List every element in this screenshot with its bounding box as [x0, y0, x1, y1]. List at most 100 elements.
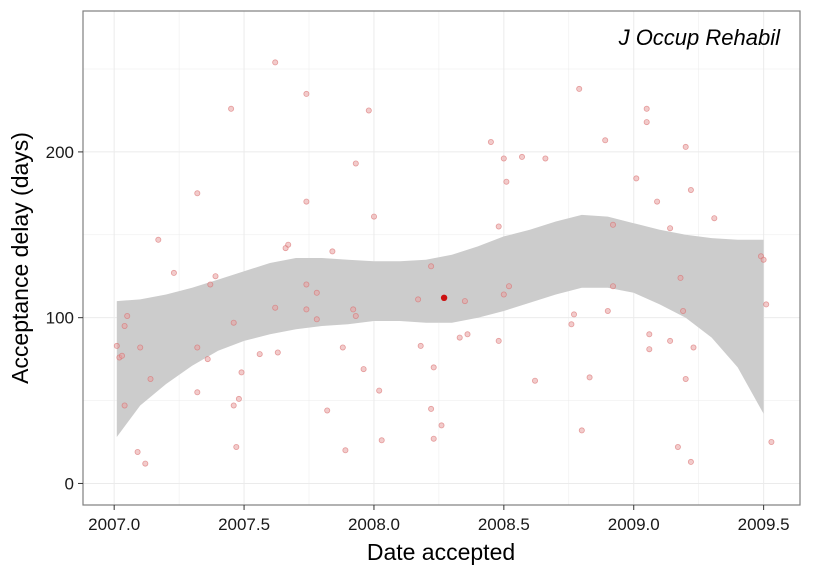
x-tick-label-3: 2008.5: [478, 515, 530, 534]
data-point-72: [586, 374, 593, 381]
data-point-58: [487, 138, 494, 145]
y-tick-label-0: 0: [65, 474, 74, 493]
data-point-88: [682, 143, 689, 150]
data-point-80: [646, 331, 653, 338]
data-point-9: [147, 375, 154, 382]
x-tick-label-1: 2007.5: [218, 515, 270, 534]
data-point-67: [542, 155, 549, 162]
y-axis-title: Acceptance delay (days): [7, 132, 33, 384]
y-axis-ticks: 0 100 200: [46, 143, 83, 493]
data-point-36: [324, 407, 331, 414]
data-point-70: [576, 85, 583, 92]
data-point-65: [519, 153, 526, 160]
data-point-63: [503, 178, 510, 185]
data-point-48: [415, 296, 422, 303]
data-point-87: [680, 307, 687, 314]
data-point-49: [417, 342, 424, 349]
data-point-47: [378, 437, 385, 444]
smooth-confidence-band: [116, 214, 764, 437]
data-point-6: [134, 448, 141, 455]
data-point-16: [207, 281, 214, 288]
data-point-29: [285, 241, 292, 248]
data-point-52: [430, 364, 437, 371]
data-point-11: [170, 269, 177, 276]
journal-label: J Occup Rehabil: [618, 25, 782, 50]
data-point-54: [438, 422, 445, 429]
data-point-0: [113, 342, 120, 349]
data-point-30: [303, 90, 310, 97]
data-point-37: [329, 248, 336, 255]
data-point-44: [365, 107, 372, 114]
data-point-57: [464, 331, 471, 338]
data-point-26: [272, 304, 279, 311]
data-point-15: [204, 356, 211, 363]
data-point-35: [313, 316, 320, 323]
data-point-56: [461, 298, 468, 305]
data-point-40: [350, 306, 357, 313]
data-point-60: [495, 337, 502, 344]
x-tick-label-0: 2007.0: [88, 515, 140, 534]
data-point-12: [194, 190, 201, 197]
data-point-4: [124, 312, 131, 319]
data-point-90: [687, 186, 694, 193]
data-point-23: [238, 369, 245, 376]
y-tick-label-1: 100: [46, 309, 74, 328]
data-point-20: [230, 402, 237, 409]
data-point-31: [303, 198, 310, 205]
data-point-55: [456, 334, 463, 341]
data-point-5: [121, 402, 128, 409]
data-point-2: [119, 352, 126, 359]
data-point-62: [500, 291, 507, 298]
points-layer: [113, 59, 775, 467]
data-point-3: [121, 322, 128, 329]
data-point-86: [677, 274, 684, 281]
data-point-13: [194, 344, 201, 351]
data-point-41: [352, 160, 359, 167]
data-point-71: [578, 427, 585, 434]
data-point-96: [763, 301, 770, 308]
data-point-42: [352, 312, 359, 319]
x-tick-label-5: 2009.5: [738, 515, 790, 534]
smooth-band-layer: [116, 214, 764, 437]
data-point-7: [137, 344, 144, 351]
data-point-83: [667, 225, 674, 232]
data-point-39: [342, 447, 349, 454]
data-point-89: [682, 375, 689, 382]
x-axis-title: Date accepted: [367, 539, 515, 565]
data-point-32: [303, 281, 310, 288]
data-point-18: [228, 105, 235, 112]
data-point-85: [674, 443, 681, 450]
data-point-92: [690, 344, 697, 351]
data-point-64: [505, 283, 512, 290]
y-tick-label-2: 200: [46, 143, 74, 162]
data-point-61: [500, 155, 507, 162]
x-axis-ticks: 2007.0 2007.5 2008.0 2008.5 2009.0 2009.5: [88, 505, 790, 534]
data-point-59: [495, 223, 502, 230]
data-point-74: [604, 307, 611, 314]
data-point-19: [230, 319, 237, 326]
panel-border: [82, 10, 801, 506]
data-point-51: [428, 263, 435, 270]
data-point-82: [654, 198, 661, 205]
data-point-77: [633, 175, 640, 182]
data-point-21: [233, 443, 240, 450]
data-point-14: [194, 389, 201, 396]
data-point-78: [643, 105, 650, 112]
data-point-81: [646, 346, 653, 353]
data-point-95: [760, 256, 767, 263]
data-point-17: [212, 273, 219, 280]
data-point-27: [274, 349, 281, 356]
data-point-97: [768, 438, 775, 445]
data-point-22: [235, 395, 242, 402]
data-point-50: [428, 405, 435, 412]
data-point-93: [711, 215, 718, 222]
data-point-45: [370, 213, 377, 220]
highlight-point-0: [440, 294, 448, 301]
data-point-25: [272, 59, 279, 66]
data-point-43: [360, 366, 367, 373]
data-point-73: [602, 137, 609, 144]
data-point-66: [532, 377, 539, 384]
data-point-76: [610, 283, 617, 290]
